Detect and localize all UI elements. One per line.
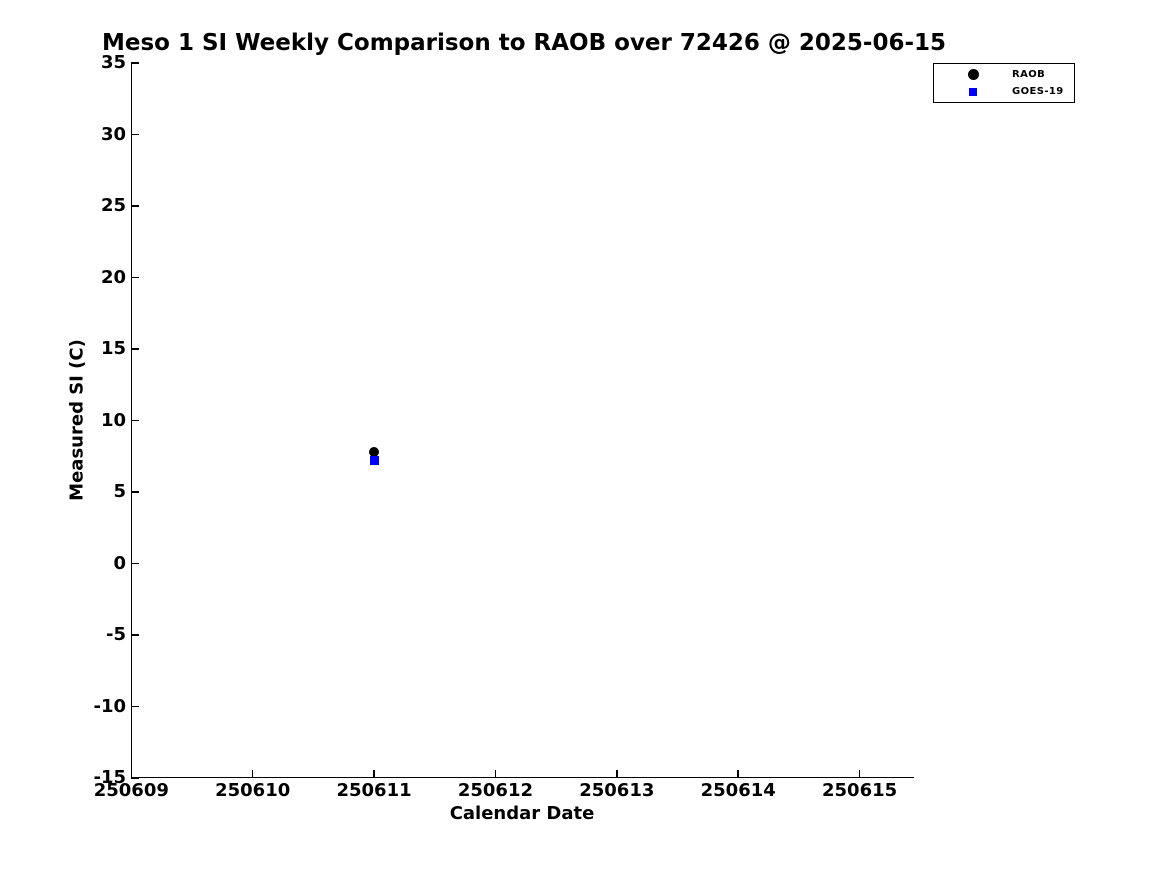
data-point-raob xyxy=(369,447,380,458)
y-tick-label: 15 xyxy=(100,338,126,360)
x-tick-label: 250611 xyxy=(336,780,412,801)
legend-label-raob: RAOB xyxy=(1012,69,1046,80)
y-tick-mark xyxy=(131,777,140,779)
y-tick-mark xyxy=(131,62,140,64)
legend-marker-cell xyxy=(934,69,1012,80)
y-tick-label: 5 xyxy=(113,481,126,503)
chart-title: Meso 1 SI Weekly Comparison to RAOB over… xyxy=(101,30,947,56)
legend-item-goes-19: GOES-19 xyxy=(934,84,1074,100)
y-tick-label: 25 xyxy=(100,195,126,217)
x-tick-mark xyxy=(737,770,739,779)
y-tick-mark xyxy=(131,705,140,708)
goes-19-square-marker-icon xyxy=(969,87,977,96)
x-axis-label: Calendar Date xyxy=(449,803,595,824)
x-tick-mark xyxy=(373,770,375,779)
x-tick-label: 250612 xyxy=(457,780,534,801)
y-tick-mark xyxy=(131,205,140,207)
y-tick-label: 20 xyxy=(100,266,126,288)
y-tick-mark xyxy=(131,276,140,279)
x-tick-label: 250609 xyxy=(93,780,169,801)
y-tick-mark xyxy=(131,133,140,136)
y-tick-label: 35 xyxy=(100,52,126,73)
y-tick-label: 10 xyxy=(100,409,126,431)
x-tick-label: 250615 xyxy=(822,780,898,801)
y-tick-mark xyxy=(131,348,140,350)
legend: RAOB GOES-19 xyxy=(933,63,1075,103)
x-axis-spine xyxy=(130,776,914,779)
x-tick-label: 250610 xyxy=(215,780,291,801)
y-tick-label: -15 xyxy=(93,767,126,789)
y-tick-label: 30 xyxy=(100,123,126,145)
x-tick-mark xyxy=(130,770,133,779)
y-tick-mark xyxy=(131,562,140,565)
y-tick-mark xyxy=(131,634,140,636)
x-tick-mark xyxy=(494,770,497,779)
y-tick-label: -10 xyxy=(93,695,126,717)
y-tick-mark xyxy=(131,491,140,493)
x-tick-mark xyxy=(251,770,254,779)
legend-marker-cell xyxy=(934,87,1012,96)
x-tick-label: 250614 xyxy=(700,780,776,801)
data-point-goes-19 xyxy=(369,456,379,466)
raob-circle-marker-icon xyxy=(967,69,979,80)
y-tick-label: -5 xyxy=(106,624,126,646)
x-tick-mark xyxy=(616,770,618,779)
y-tick-label: 0 xyxy=(113,552,126,574)
x-tick-label: 250613 xyxy=(579,780,655,801)
x-tick-mark xyxy=(858,770,861,779)
legend-item-raob: RAOB xyxy=(934,67,1074,83)
y-tick-mark xyxy=(131,419,140,422)
legend-label-goes-19: GOES-19 xyxy=(1012,86,1064,97)
